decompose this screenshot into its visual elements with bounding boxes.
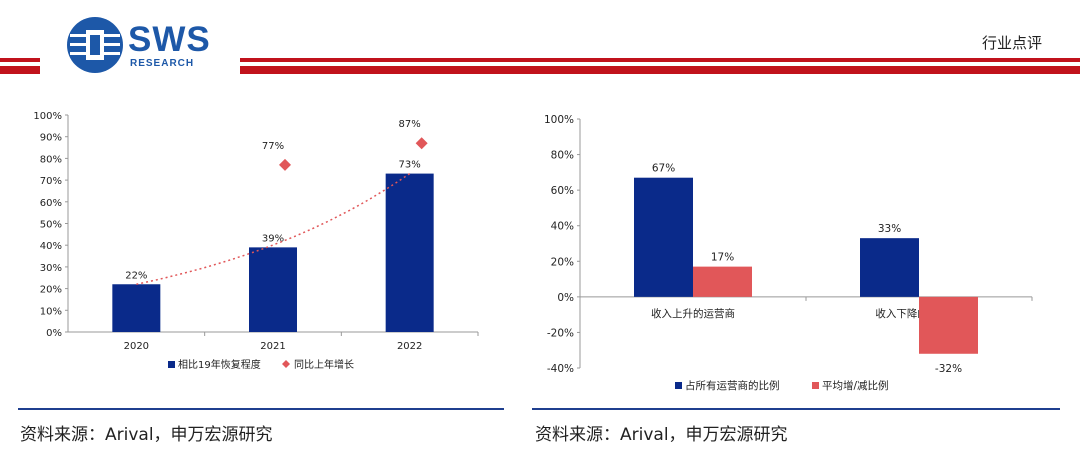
bar-recovery-2022 <box>385 173 434 332</box>
legend-swatch-bar <box>168 361 175 368</box>
bar-data-label: 39% <box>262 233 284 244</box>
marker-data-label: 77% <box>262 141 284 152</box>
bar-avg-change-1 <box>919 296 978 354</box>
bar-data-label: 22% <box>125 270 147 281</box>
x-tick-label: 2021 <box>260 341 285 352</box>
y-tick-label: 0% <box>557 292 574 304</box>
bar-share-1 <box>860 238 919 297</box>
y-tick-label: 60% <box>551 185 574 197</box>
source-divider-left <box>18 408 504 410</box>
header-stripe-left-bottom <box>0 66 40 74</box>
y-tick-label: 100% <box>33 111 62 122</box>
sws-logo: SWS RESEARCH <box>66 16 226 74</box>
source-note-left: 资料来源：Arival，申万宏源研究 <box>20 425 273 445</box>
bar-data-label: 33% <box>878 223 901 235</box>
y-tick-label: 20% <box>551 256 574 268</box>
x-category-label: 收入上升的运营商 <box>651 307 735 320</box>
y-tick-label: 90% <box>40 133 62 144</box>
y-tick-label: 70% <box>40 176 62 187</box>
bar-recovery-2021 <box>249 247 297 332</box>
y-tick-label: 80% <box>40 154 62 165</box>
legend-label-bar: 相比19年恢复程度 <box>178 358 261 371</box>
bar-avg-change-0 <box>693 266 752 297</box>
chart-recovery-svg: 0% 10% 20% 30% 40% 50% 60% 70% 80% 90% 100% 2020 22%… <box>33 111 479 371</box>
report-type-label: 行业点评 <box>981 34 1042 52</box>
y-tick-label: 0% <box>46 328 62 339</box>
header-stripe-right-top <box>240 58 1080 62</box>
header-stripe-right-bottom <box>240 66 1080 74</box>
bar-data-label: -32% <box>935 363 962 375</box>
logo-wordmark: SWS <box>128 20 211 59</box>
legend-label-marker: 同比上年增长 <box>294 358 354 371</box>
chart-revenue-change: -40% -20% 0% 20% 40% 60% 80% 100% 收入上升的运营商 67% 17%… <box>535 100 1055 400</box>
bar-data-label: 67% <box>652 163 675 175</box>
y-tick-label: -40% <box>547 363 574 375</box>
legend-swatch-avg-change <box>812 382 819 389</box>
x-tick-label: 2022 <box>397 341 422 352</box>
growth-marker-2021 <box>279 158 291 171</box>
marker-data-label: 87% <box>399 119 421 130</box>
legend-label-share: 占所有运营商的比例 <box>685 379 780 392</box>
logo-subtitle: RESEARCH <box>130 58 195 69</box>
chart-revenue-change-svg: -40% -20% 0% 20% 40% 60% 80% 100% 收入上升的运营商 67% 17%… <box>544 114 1033 392</box>
y-tick-label: 80% <box>551 150 574 162</box>
bar-data-label: 73% <box>399 160 421 171</box>
y-tick-label: 100% <box>544 114 574 126</box>
y-tick-label: 60% <box>40 198 62 209</box>
y-tick-label: 40% <box>40 241 62 252</box>
y-tick-label: 20% <box>40 285 62 296</box>
legend-swatch-share <box>675 382 682 389</box>
bar-recovery-2020 <box>112 284 161 332</box>
legend-swatch-marker <box>282 360 290 368</box>
logo-emblem-icon <box>67 17 123 73</box>
source-divider-right <box>532 408 1060 410</box>
legend-label-avg-change: 平均增/减比例 <box>822 379 889 392</box>
source-note-right: 资料来源：Arival，申万宏源研究 <box>535 425 788 445</box>
header-stripe-left-top <box>0 58 40 62</box>
y-tick-label: 30% <box>40 263 62 274</box>
y-tick-label: -20% <box>547 327 574 339</box>
x-tick-label: 2020 <box>124 341 149 352</box>
y-tick-label: 10% <box>40 306 62 317</box>
y-tick-label: 50% <box>40 220 62 231</box>
bar-data-label: 17% <box>711 252 734 264</box>
bar-share-0 <box>634 177 693 297</box>
chart-recovery: 0% 10% 20% 30% 40% 50% 60% 70% 80% 90% 100% 2020 22%… <box>20 100 500 385</box>
y-tick-label: 40% <box>551 221 574 233</box>
growth-marker-2022 <box>415 137 428 150</box>
trendline <box>136 172 411 286</box>
